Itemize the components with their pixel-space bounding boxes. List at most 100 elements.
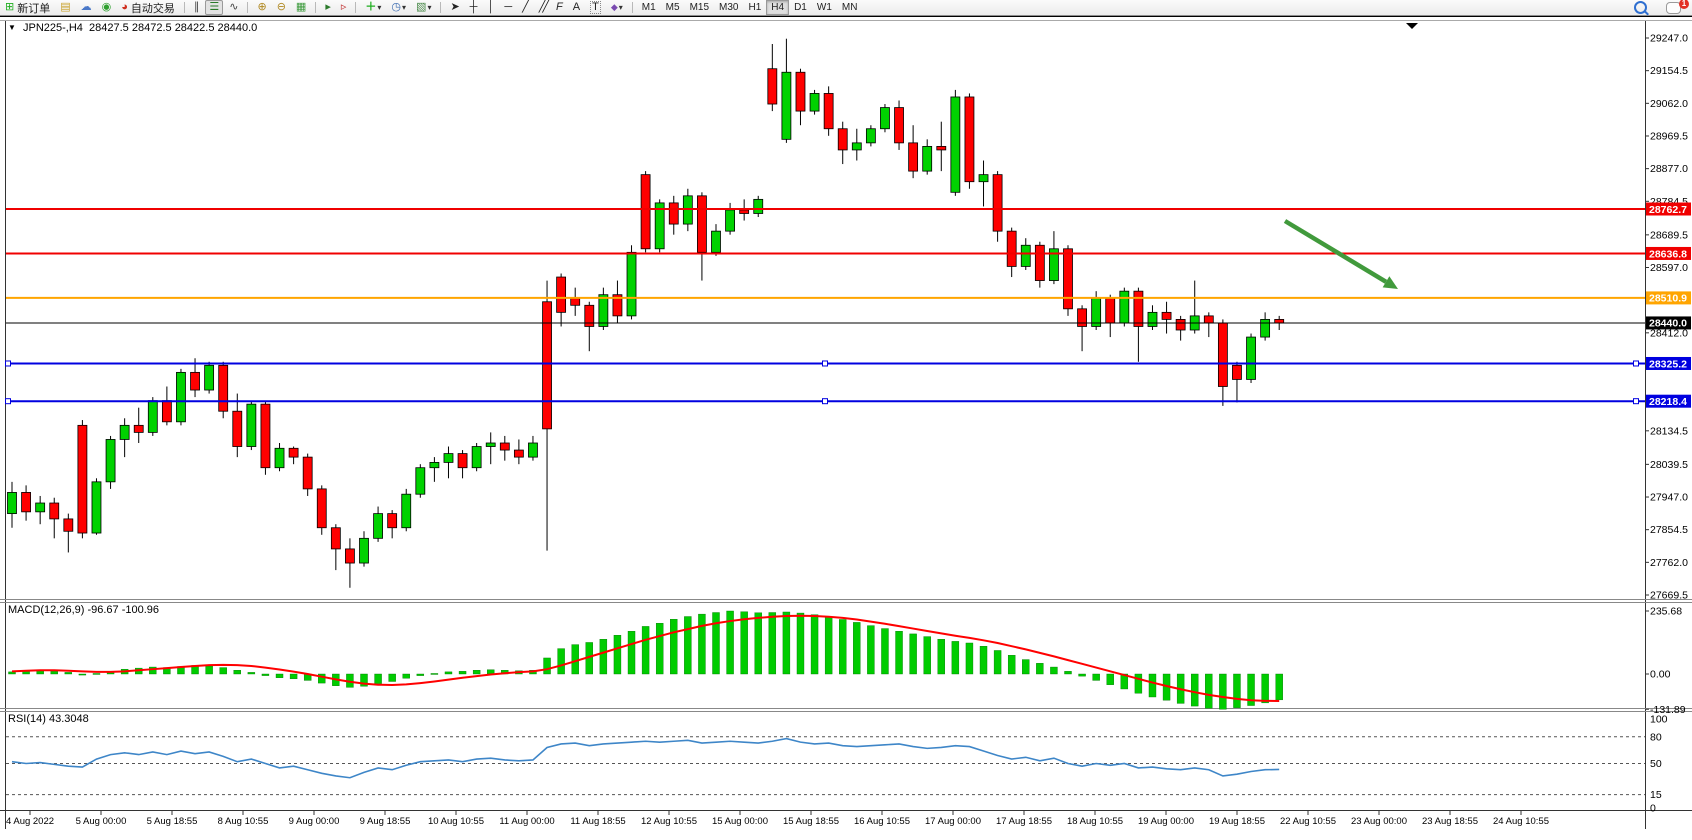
- dropdown-arrow-icon: ▾: [618, 3, 623, 12]
- candle: [570, 287, 581, 316]
- shapes-tool-button[interactable]: ◆ ▾: [607, 0, 627, 15]
- bar-chart-button[interactable]: ∥: [190, 0, 204, 15]
- candle: [443, 446, 454, 479]
- templates-button[interactable]: ▧ ▾: [412, 0, 435, 15]
- line-handle[interactable]: [822, 360, 828, 367]
- trade-panel-toggle-icon[interactable]: ▼: [8, 23, 16, 32]
- line-handle[interactable]: [5, 398, 11, 405]
- timeframe-button-W1[interactable]: W1: [816, 2, 832, 13]
- macd-histogram-bar: [275, 673, 284, 678]
- candle: [246, 400, 257, 451]
- fibonacci-tool-button[interactable]: F: [552, 0, 567, 15]
- rsi-axis-label: 0: [1650, 803, 1656, 815]
- price-badge-28510.9: 28510.9: [1646, 291, 1691, 305]
- history-center-button[interactable]: ▤: [56, 0, 74, 15]
- ohlc-open: 28427.5: [89, 22, 129, 34]
- toolbar-separator: [247, 2, 249, 13]
- macd-histogram-bar: [599, 639, 608, 675]
- candle-body-down: [1175, 319, 1186, 331]
- auto-trading-button[interactable]: ◕ 自动交易: [117, 0, 179, 15]
- time-tick-label: 17 Aug 00:00: [925, 816, 981, 827]
- price-badge-text: 28440.0: [1649, 318, 1687, 330]
- fibonacci-icon: F: [556, 1, 563, 13]
- macd-histogram-bar: [951, 641, 960, 675]
- candle: [725, 202, 735, 235]
- line-handle[interactable]: [5, 360, 11, 367]
- candle: [992, 171, 1003, 242]
- candle-body-down: [1077, 308, 1087, 327]
- text-tool-button[interactable]: A: [569, 0, 584, 15]
- timeframe-button-M1[interactable]: M1: [641, 2, 656, 13]
- price-tick-label: 29062.0: [1650, 98, 1688, 110]
- new-chart-button[interactable]: ＋ ▾: [361, 0, 385, 15]
- candle-body-down: [556, 276, 567, 313]
- channel-tool-button[interactable]: ╱╱: [535, 0, 550, 15]
- zoom-out-button[interactable]: ⊖: [273, 0, 290, 15]
- line-chart-button[interactable]: ∿: [225, 0, 242, 15]
- price-axis[interactable]: 29247.029154.529062.028969.528877.028784…: [1645, 33, 1688, 602]
- periods-clock-button[interactable]: ◷ ▾: [387, 0, 410, 15]
- macd-histogram-bar: [1233, 673, 1241, 708]
- timeframe-button-H1[interactable]: H1: [748, 2, 762, 13]
- macd-histogram-bar: [8, 671, 16, 675]
- candle-body-down: [218, 364, 229, 412]
- candle-body-down: [513, 449, 524, 458]
- candle: [345, 538, 355, 588]
- auto-scroll-button[interactable]: ▸: [321, 0, 335, 15]
- line-handle[interactable]: [822, 398, 828, 405]
- candle-chart-button[interactable]: ☰: [205, 0, 224, 15]
- tile-windows-button[interactable]: ▦: [292, 0, 310, 15]
- search-button[interactable]: [1630, 0, 1651, 15]
- candle: [302, 453, 313, 496]
- timeframe-button-M30[interactable]: M30: [719, 2, 739, 13]
- candle-body-up: [1020, 244, 1031, 267]
- new-order-button[interactable]: ⊞ 新订单: [1, 0, 54, 15]
- macd-histogram-bar: [1106, 673, 1114, 685]
- candle: [232, 393, 243, 458]
- symbol-ohlc-line: ▼ JPN225-,H4 28427.5 28472.5 28422.5 284…: [8, 22, 257, 34]
- candle-body-up: [119, 424, 130, 440]
- timeframe-button-H4[interactable]: H4: [766, 0, 790, 15]
- time-axis[interactable]: 4 Aug 2022 5 Aug 00:00 5 Aug 18:55 8 Aug 10…: [6, 810, 1549, 828]
- zoom-in-button[interactable]: ⊕: [253, 0, 270, 15]
- candle: [1133, 287, 1144, 362]
- candle: [598, 287, 609, 331]
- label-tool-button[interactable]: T: [586, 0, 605, 15]
- candle: [288, 446, 299, 465]
- cursor-tool-button[interactable]: ➤: [446, 0, 463, 15]
- chart-shift-marker-icon[interactable]: [1406, 23, 1418, 29]
- community-button[interactable]: ☁: [77, 0, 96, 15]
- candle-body-down: [894, 107, 904, 144]
- line-handle[interactable]: [1633, 360, 1639, 367]
- macd-histogram-bar: [1050, 666, 1058, 675]
- horizontal-line-tool-button[interactable]: ─: [500, 0, 516, 15]
- candle-body-up: [415, 467, 426, 495]
- timeframe-button-MN[interactable]: MN: [841, 2, 858, 13]
- macd-histogram-bar: [444, 671, 453, 675]
- macd-histogram-bar: [233, 670, 241, 675]
- price-badge-bg: [1646, 246, 1691, 260]
- macd-histogram-bar: [1261, 673, 1269, 704]
- candle: [274, 442, 285, 472]
- trendline-tool-button[interactable]: ╱: [518, 0, 533, 15]
- time-tick-label: 17 Aug 18:55: [996, 816, 1052, 827]
- macd-histogram-bar: [1134, 673, 1143, 694]
- timeframe-button-M5[interactable]: M5: [665, 2, 680, 13]
- candle-body-down: [1217, 322, 1228, 387]
- trend-arrow-annotation[interactable]: [1283, 219, 1398, 289]
- candle: [204, 361, 215, 394]
- candle: [1147, 305, 1158, 331]
- candle-body-up: [176, 371, 186, 423]
- line-handle[interactable]: [1633, 398, 1639, 405]
- vertical-line-tool-button[interactable]: │: [483, 0, 498, 15]
- crosshair-tool-button[interactable]: ┼: [466, 0, 482, 15]
- candle: [556, 273, 567, 327]
- chart-shift-button[interactable]: ▹: [337, 0, 351, 15]
- chat-button[interactable]: 1: [1662, 0, 1689, 15]
- timeframe-button-D1[interactable]: D1: [794, 2, 807, 13]
- signals-button[interactable]: ◉: [98, 0, 116, 15]
- macd-axis-label: 235.68: [1650, 606, 1682, 618]
- timeframe-button-M15[interactable]: M15: [689, 2, 710, 13]
- candle-body-down: [161, 400, 172, 423]
- time-tick-label: 16 Aug 10:55: [854, 816, 910, 827]
